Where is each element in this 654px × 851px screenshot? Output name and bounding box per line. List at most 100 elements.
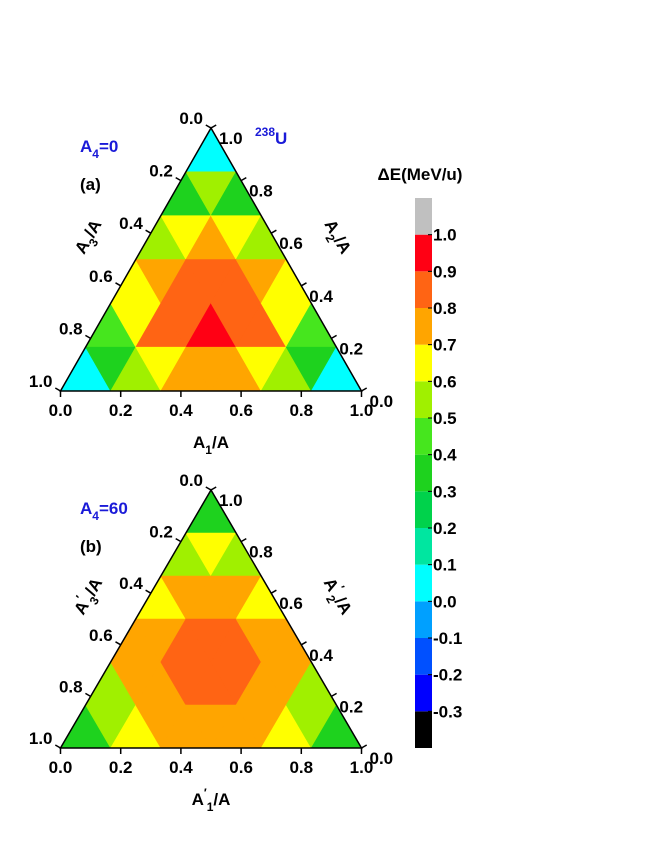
left-tick-label: 0.4 bbox=[119, 574, 143, 593]
panel-label: (a) bbox=[80, 175, 101, 194]
tick-mark bbox=[270, 589, 277, 594]
tick-mark bbox=[205, 486, 212, 491]
chart-title-part: U bbox=[275, 129, 287, 148]
right-tick-label: 0.0 bbox=[370, 392, 394, 411]
left-tick-label: 0.8 bbox=[59, 677, 83, 696]
colorbar-swatch bbox=[415, 491, 432, 528]
colorbar-tick-label: -0.3 bbox=[433, 702, 462, 721]
left-tick-label: 0.6 bbox=[89, 267, 113, 286]
left-tick-label: 1.0 bbox=[29, 372, 53, 391]
right-tick-label: 0.0 bbox=[370, 749, 394, 768]
colorbar-tick-label: 0.5 bbox=[433, 409, 457, 428]
tick-mark bbox=[210, 486, 217, 491]
bottom-tick-label: 0.0 bbox=[49, 401, 73, 420]
panel-annotation-part: 4 bbox=[92, 509, 99, 523]
left-tick-label: 0.4 bbox=[119, 214, 143, 233]
right-axis-label: A′2/A bbox=[315, 573, 359, 621]
right-tick-label: 1.0 bbox=[219, 491, 243, 510]
chart-title-part: 238 bbox=[255, 125, 275, 139]
panel-annotation-part: A bbox=[80, 499, 92, 518]
colorbar-swatch bbox=[415, 344, 432, 382]
left-axis-label: A′3/A bbox=[67, 573, 111, 621]
colorbar-tick-label: 0.6 bbox=[433, 372, 457, 391]
x-axis-label-part: /A bbox=[213, 790, 230, 809]
right-axis-label: A2/A bbox=[316, 216, 355, 259]
tick-mark bbox=[115, 282, 122, 287]
colorbar-swatch bbox=[415, 674, 432, 712]
tick-mark bbox=[300, 282, 307, 287]
tick-mark bbox=[175, 537, 182, 543]
panel-annotation-part: =0 bbox=[99, 137, 118, 156]
chart-title: 238U bbox=[255, 125, 287, 148]
panel-annotation-part: A bbox=[80, 137, 92, 156]
right-axis-label-part: ′ bbox=[334, 583, 348, 593]
panel-annotation-part: =60 bbox=[99, 499, 128, 518]
colorbar-swatch bbox=[415, 528, 432, 565]
tick-mark bbox=[270, 229, 277, 234]
panel-annotation: A4=0 bbox=[80, 137, 118, 161]
bottom-tick-label: 0.8 bbox=[289, 758, 313, 777]
bottom-tick-label: 0.2 bbox=[109, 758, 133, 777]
left-axis-label-part: /A bbox=[81, 216, 106, 240]
tick-mark bbox=[85, 692, 91, 698]
colorbar-swatch bbox=[415, 711, 432, 748]
left-axis-label: A3/A bbox=[71, 216, 110, 259]
colorbar-swatch bbox=[415, 418, 432, 455]
x-axis-label-part: 1 bbox=[207, 800, 214, 814]
left-tick-label: 1.0 bbox=[29, 729, 53, 748]
tick-mark bbox=[361, 387, 368, 392]
right-tick-label: 0.4 bbox=[309, 287, 333, 306]
colorbar-swatch bbox=[415, 454, 432, 492]
right-tick-label: 0.2 bbox=[339, 339, 363, 358]
left-tick-label: 0.0 bbox=[179, 471, 203, 490]
tick-mark bbox=[240, 176, 247, 182]
bottom-tick-label: 0.6 bbox=[229, 401, 253, 420]
bottom-tick-label: 0.2 bbox=[109, 401, 133, 420]
colorbar-swatch bbox=[415, 308, 432, 345]
right-axis-label-part: A bbox=[320, 575, 343, 595]
tick-mark bbox=[115, 641, 122, 646]
x-axis-label-part: /A bbox=[212, 433, 229, 452]
left-axis-label-part: /A bbox=[81, 575, 106, 599]
colorbar-tick-label: -0.2 bbox=[433, 666, 462, 685]
right-tick-label: 0.6 bbox=[279, 234, 303, 253]
right-tick-label: 0.8 bbox=[249, 182, 273, 201]
tick-mark bbox=[145, 589, 152, 594]
x-axis-label-part: A bbox=[192, 790, 204, 809]
colorbar-tick-label: 0.8 bbox=[433, 299, 457, 318]
colorbar-swatch bbox=[415, 381, 432, 418]
bottom-tick-label: 0.4 bbox=[169, 401, 193, 420]
panel-annotation-part: 4 bbox=[92, 147, 99, 161]
left-tick-label: 0.0 bbox=[179, 109, 203, 128]
tick-mark bbox=[210, 124, 217, 129]
tick-mark bbox=[145, 229, 152, 234]
colorbar-swatch bbox=[415, 198, 432, 235]
right-tick-label: 0.8 bbox=[249, 543, 273, 562]
colorbar-swatch bbox=[415, 234, 432, 272]
tick-mark bbox=[300, 641, 307, 646]
x-axis-label-part: A bbox=[193, 433, 205, 452]
colorbar-title: ΔE(MeV/u) bbox=[378, 165, 463, 184]
panel-annotation: A4=60 bbox=[80, 499, 128, 523]
panel-label: (b) bbox=[80, 537, 102, 556]
tick-mark bbox=[85, 334, 91, 340]
x-axis-label: A1/A bbox=[193, 433, 229, 457]
colorbar-swatch bbox=[415, 564, 432, 602]
tick-mark bbox=[240, 537, 247, 543]
right-tick-label: 1.0 bbox=[219, 129, 243, 148]
right-tick-label: 0.4 bbox=[309, 646, 333, 665]
tick-mark bbox=[54, 387, 61, 392]
bottom-tick-label: 1.0 bbox=[350, 758, 374, 777]
triangle-frame bbox=[59, 126, 363, 392]
colorbar-tick-label: 0.2 bbox=[433, 519, 457, 538]
bottom-tick-label: 0.6 bbox=[229, 758, 253, 777]
bottom-tick-label: 1.0 bbox=[350, 401, 374, 420]
tick-mark bbox=[205, 124, 212, 129]
bottom-tick-label: 0.4 bbox=[169, 758, 193, 777]
tick-mark bbox=[331, 692, 337, 698]
bottom-tick-label: 0.8 bbox=[289, 401, 313, 420]
colorbar-tick-label: 0.9 bbox=[433, 262, 457, 281]
left-tick-label: 0.2 bbox=[149, 162, 173, 181]
right-tick-label: 0.2 bbox=[339, 697, 363, 716]
bottom-tick-label: 0.0 bbox=[49, 758, 73, 777]
